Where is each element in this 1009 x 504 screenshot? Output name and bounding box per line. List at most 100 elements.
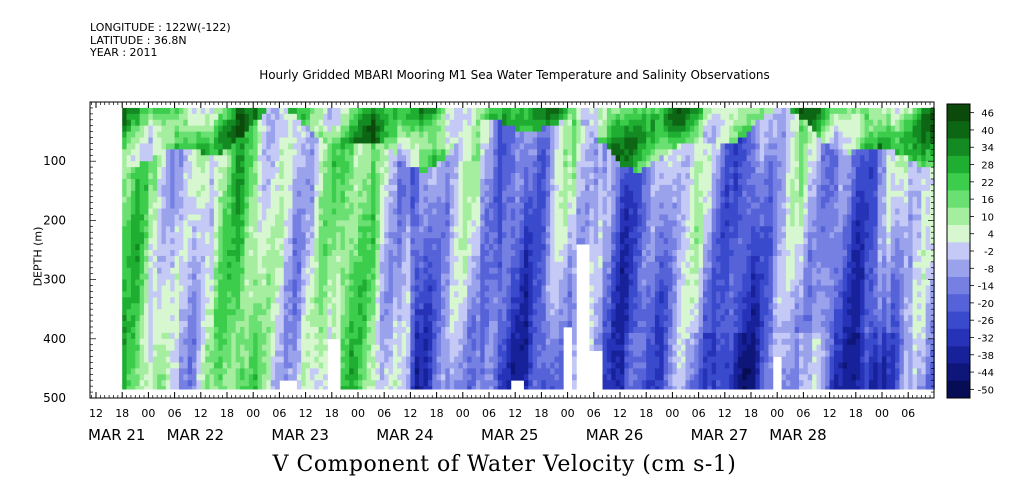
heatmap-cell [305, 232, 311, 239]
heatmap-cell [414, 208, 420, 215]
heatmap-cell [563, 220, 568, 227]
heatmap-cell [270, 161, 276, 168]
heatmap-cell [331, 208, 337, 215]
heatmap-cell [449, 267, 455, 275]
heatmap-cell [397, 119, 403, 127]
heatmap-cell [183, 285, 189, 292]
heatmap-cell [235, 131, 241, 138]
heatmap-cell [231, 196, 237, 204]
heatmap-cell [414, 107, 420, 115]
heatmap-cell [327, 196, 333, 204]
heatmap-cell [493, 332, 499, 340]
heatmap-cell [227, 255, 232, 263]
heatmap-cell [440, 208, 446, 215]
heatmap-cell [558, 238, 564, 245]
heatmap-cell [309, 356, 315, 363]
heatmap-cell [213, 226, 219, 233]
heatmap-cell [349, 190, 355, 198]
heatmap-cell [523, 380, 529, 387]
heatmap-cell [275, 167, 280, 174]
heatmap-cell [126, 196, 132, 204]
heatmap-cell [427, 291, 433, 298]
heatmap-cell [152, 220, 158, 227]
heatmap-cell [432, 326, 437, 334]
heatmap-cell [554, 149, 560, 156]
heatmap-cell [174, 161, 180, 168]
heatmap-cell [340, 220, 346, 227]
heatmap-cell [445, 214, 451, 221]
heatmap-cell [358, 184, 363, 192]
heatmap-cell [397, 184, 403, 192]
heatmap-cell [523, 250, 529, 257]
heatmap-cell [218, 386, 224, 390]
heatmap-cell [537, 137, 542, 144]
heatmap-cell [467, 291, 472, 298]
heatmap-cell [541, 321, 547, 328]
heatmap-cell [170, 131, 175, 138]
heatmap-cell [244, 214, 250, 221]
heatmap-cell [139, 190, 145, 198]
heatmap-cell [371, 173, 376, 180]
heatmap-cell [200, 196, 206, 204]
heatmap-cell [523, 309, 529, 316]
heatmap-cell [157, 178, 162, 186]
heatmap-cell [192, 167, 197, 174]
heatmap-cell [384, 344, 389, 352]
heatmap-cell [532, 350, 538, 357]
heatmap-cell [379, 208, 385, 215]
heatmap-cell [550, 350, 555, 357]
heatmap-cell [130, 125, 136, 132]
heatmap-cell [567, 297, 573, 304]
heatmap-cell [532, 167, 538, 174]
heatmap-cell [248, 190, 254, 198]
heatmap-cell [314, 178, 320, 186]
heatmap-cell [266, 386, 272, 390]
heatmap-cell [296, 107, 302, 115]
heatmap-cell [126, 190, 132, 198]
heatmap-cell [209, 214, 215, 221]
heatmap-cell [358, 344, 363, 352]
heatmap-cell [545, 220, 551, 227]
heatmap-cell [528, 273, 534, 280]
heatmap-cell [275, 137, 280, 144]
heatmap-cell [240, 309, 245, 316]
heatmap-cell [489, 386, 494, 390]
heatmap-cell [161, 208, 167, 215]
heatmap-cell [458, 356, 464, 363]
heatmap-cell [580, 131, 586, 138]
heatmap-cell [144, 273, 149, 280]
heatmap-cell [489, 303, 494, 310]
heatmap-cell [248, 143, 254, 150]
heatmap-cell [401, 362, 407, 369]
heatmap-cell [288, 315, 293, 322]
heatmap-cell [467, 380, 472, 387]
heatmap-cell [165, 321, 171, 328]
heatmap-cell [135, 107, 141, 115]
heatmap-cell [301, 273, 306, 280]
heatmap-cell [152, 125, 158, 132]
heatmap-cell [497, 167, 503, 174]
heatmap-cell [340, 279, 346, 286]
heatmap-cell [344, 167, 350, 174]
heatmap-cell [157, 285, 162, 292]
heatmap-cell [445, 356, 451, 363]
heatmap-cell [200, 326, 206, 334]
heatmap-cell [528, 368, 534, 375]
heatmap-cell [144, 338, 149, 346]
heatmap-cell [358, 143, 363, 150]
heatmap-cell [545, 202, 551, 209]
heatmap-cell [510, 309, 516, 316]
heatmap-cell [580, 190, 586, 198]
heatmap-cell [288, 297, 293, 304]
heatmap-cell [537, 309, 542, 316]
heatmap-cell [449, 380, 455, 387]
heatmap-cell [253, 107, 258, 115]
heatmap-cell [401, 220, 407, 227]
heatmap-cell [550, 362, 555, 369]
heatmap-cell [205, 279, 210, 286]
heatmap-cell [545, 196, 551, 204]
heatmap-cell [165, 285, 171, 292]
chart-title: Hourly Gridded MBARI Mooring M1 Sea Wate… [259, 68, 770, 82]
heatmap-cell [130, 350, 136, 357]
heatmap-cell [497, 232, 503, 239]
